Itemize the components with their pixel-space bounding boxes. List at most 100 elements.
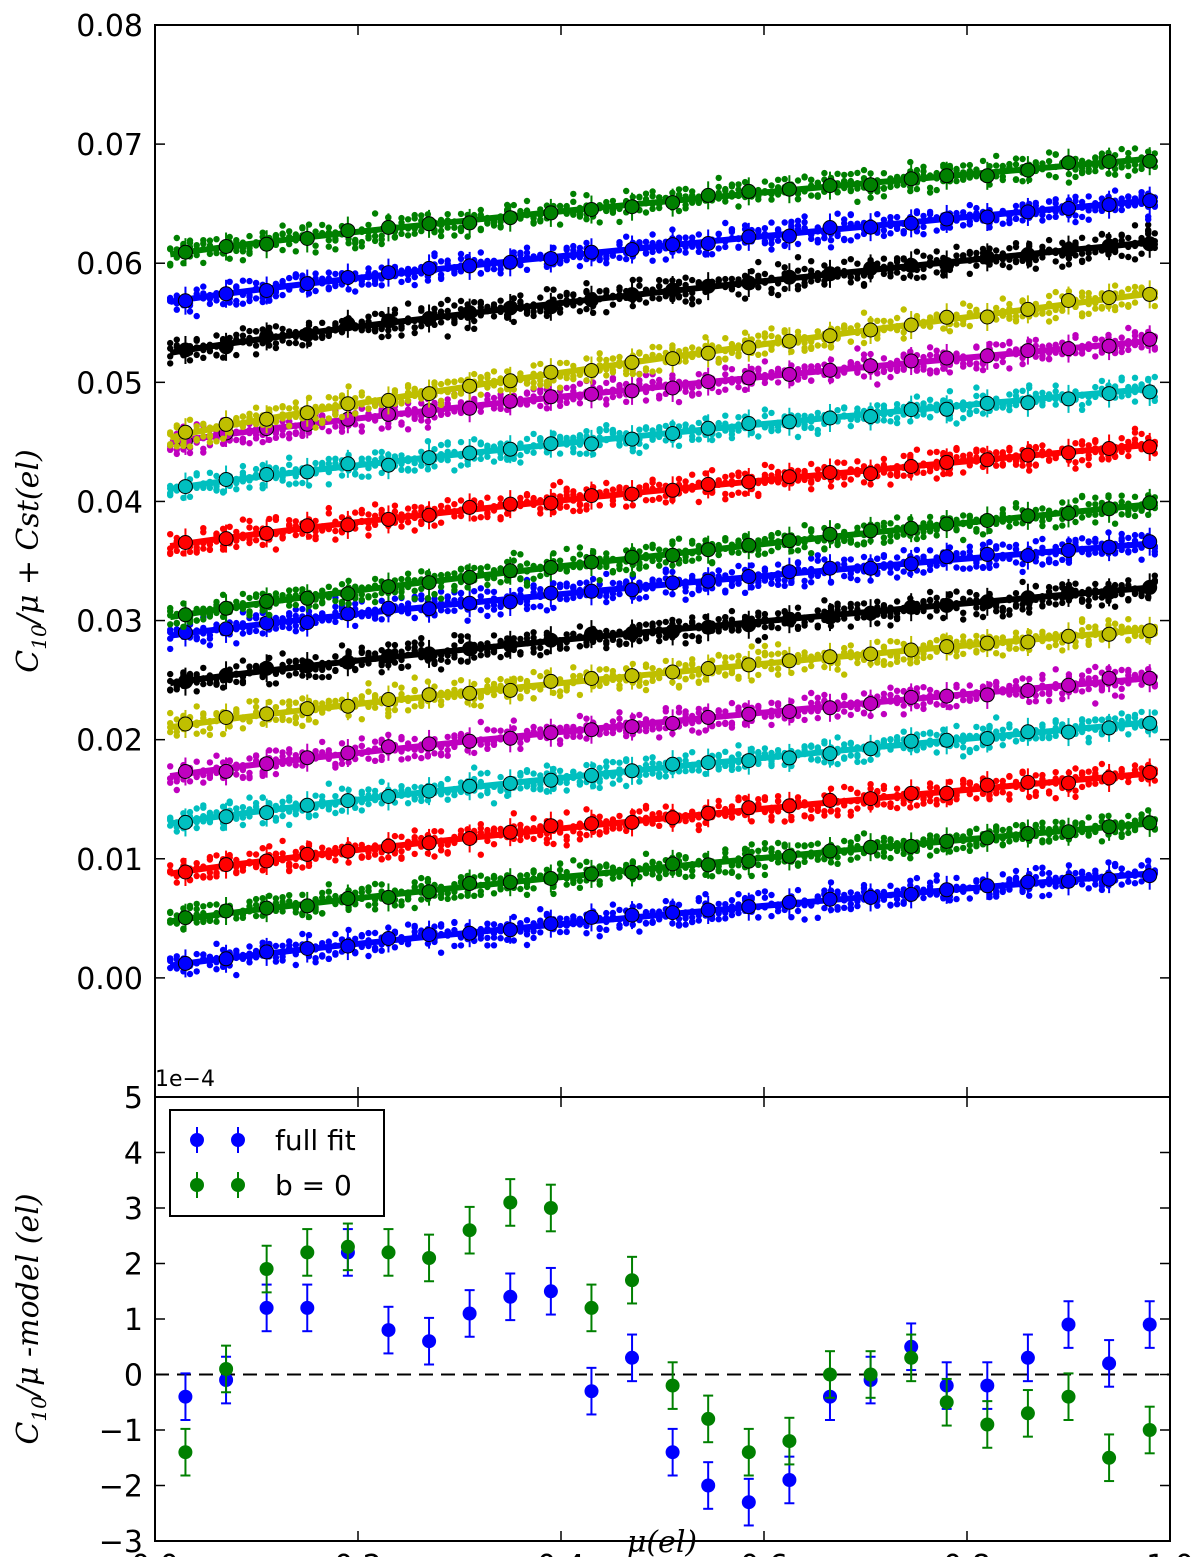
top-scatter-point bbox=[246, 774, 253, 782]
top-scatter-point bbox=[874, 902, 881, 909]
top-mean-marker bbox=[543, 772, 559, 788]
top-scatter-point bbox=[682, 915, 689, 922]
top-scatter-point bbox=[378, 616, 385, 623]
top-scatter-point bbox=[1059, 647, 1066, 654]
top-scatter-point bbox=[623, 757, 630, 765]
top-scatter-point bbox=[1045, 583, 1053, 591]
top-scatter-point bbox=[563, 928, 570, 936]
top-mean-marker bbox=[781, 798, 797, 814]
top-scatter-point bbox=[484, 588, 491, 595]
top-mean-marker bbox=[822, 891, 838, 907]
top-scatter-point bbox=[173, 786, 180, 794]
top-scatter-point bbox=[464, 617, 471, 624]
top-mean-marker bbox=[939, 688, 955, 704]
top-scatter-point bbox=[636, 711, 643, 719]
top-scatter-point bbox=[213, 901, 220, 908]
top-scatter-point bbox=[781, 582, 788, 589]
top-scatter-point bbox=[636, 928, 643, 935]
top-scatter-point bbox=[675, 922, 683, 929]
top-scatter-point bbox=[960, 744, 967, 751]
top-scatter-point bbox=[993, 888, 1000, 895]
top-mean-marker bbox=[218, 809, 234, 825]
top-scatter-point bbox=[543, 787, 551, 795]
top-scatter-point bbox=[1118, 693, 1125, 700]
top-mean-marker bbox=[781, 704, 797, 719]
top-scatter-point bbox=[801, 666, 808, 673]
top-scatter-point bbox=[484, 920, 491, 927]
top-scatter-point bbox=[239, 630, 247, 637]
top-scatter-point bbox=[814, 622, 821, 629]
top-scatter-point bbox=[365, 929, 372, 937]
top-scatter-point bbox=[292, 941, 299, 948]
top-scatter-point bbox=[497, 773, 504, 781]
top-scatter-point bbox=[1131, 711, 1139, 719]
top-mean-marker bbox=[1061, 775, 1076, 791]
top-scatter-point bbox=[1078, 783, 1086, 791]
top-scatter-point bbox=[312, 812, 319, 819]
top-mean-marker bbox=[1101, 626, 1117, 642]
top-scatter-point bbox=[1012, 590, 1020, 597]
top-scatter-point bbox=[173, 879, 180, 886]
top-mean-marker bbox=[624, 907, 640, 923]
top-mean-marker bbox=[299, 898, 315, 914]
top-mean-marker bbox=[979, 594, 995, 610]
top-scatter-point bbox=[556, 866, 564, 874]
top-mean-marker bbox=[939, 833, 955, 849]
top-scatter-point bbox=[510, 810, 517, 817]
top-scatter-point bbox=[642, 919, 650, 927]
top-mean-marker bbox=[700, 755, 716, 771]
top-scatter-point bbox=[596, 924, 603, 932]
top-mean-marker bbox=[1101, 819, 1117, 835]
top-scatter-point bbox=[675, 852, 683, 859]
top-mean-marker bbox=[1142, 579, 1158, 595]
top-scatter-point bbox=[682, 708, 689, 715]
top-mean-marker bbox=[462, 876, 478, 891]
top-scatter-point bbox=[352, 600, 359, 607]
top-scatter-point bbox=[682, 921, 689, 928]
top-scatter-point bbox=[1052, 818, 1059, 826]
top-scatter-point bbox=[834, 713, 841, 720]
top-scatter-point bbox=[1052, 666, 1059, 673]
top-scatter-point bbox=[973, 795, 980, 802]
top-scatter-point bbox=[887, 736, 894, 743]
top-scatter-point bbox=[649, 918, 656, 925]
top-scatter-point bbox=[926, 686, 934, 694]
top-scatter-point bbox=[860, 690, 868, 697]
top-mean-marker bbox=[177, 674, 193, 690]
top-plot-marks bbox=[167, 145, 1159, 979]
top-scatter-point bbox=[404, 895, 412, 902]
top-mean-marker bbox=[1020, 774, 1036, 790]
top-scatter-point bbox=[926, 588, 934, 596]
top-scatter-point bbox=[1105, 859, 1112, 866]
top-scatter-point bbox=[715, 900, 722, 908]
top-scatter-point bbox=[715, 616, 722, 623]
top-scatter-point bbox=[1092, 766, 1099, 773]
top-scatter-point bbox=[523, 883, 531, 891]
top-scatter-point bbox=[847, 752, 854, 759]
top-scatter-point bbox=[193, 688, 200, 695]
top-scatter-point bbox=[854, 902, 861, 910]
top-scatter-point bbox=[847, 711, 854, 719]
top-scatter-point bbox=[841, 708, 848, 715]
top-scatter-point bbox=[233, 640, 240, 647]
top-scatter-point bbox=[887, 684, 894, 691]
top-scatter-point bbox=[358, 649, 365, 657]
top-mean-marker bbox=[584, 866, 599, 882]
top-scatter-point bbox=[926, 597, 934, 604]
top-scatter-point bbox=[761, 794, 769, 801]
top-scatter-point bbox=[537, 906, 544, 913]
top-scatter-point bbox=[960, 650, 967, 658]
top-scatter-point bbox=[365, 800, 372, 808]
top-scatter-point bbox=[411, 752, 418, 760]
top-mean-marker bbox=[781, 894, 797, 910]
top-scatter-point bbox=[821, 740, 828, 747]
top-scatter-point bbox=[893, 658, 901, 665]
top-scatter-point bbox=[358, 742, 365, 750]
top-scatter-point bbox=[827, 906, 835, 914]
top-mean-marker bbox=[1020, 874, 1036, 890]
top-scatter-point bbox=[774, 624, 782, 632]
top-scatter-point bbox=[259, 794, 266, 801]
top-scatter-point bbox=[920, 701, 927, 708]
top-scatter-point bbox=[299, 930, 306, 938]
top-mean-marker bbox=[979, 635, 995, 651]
